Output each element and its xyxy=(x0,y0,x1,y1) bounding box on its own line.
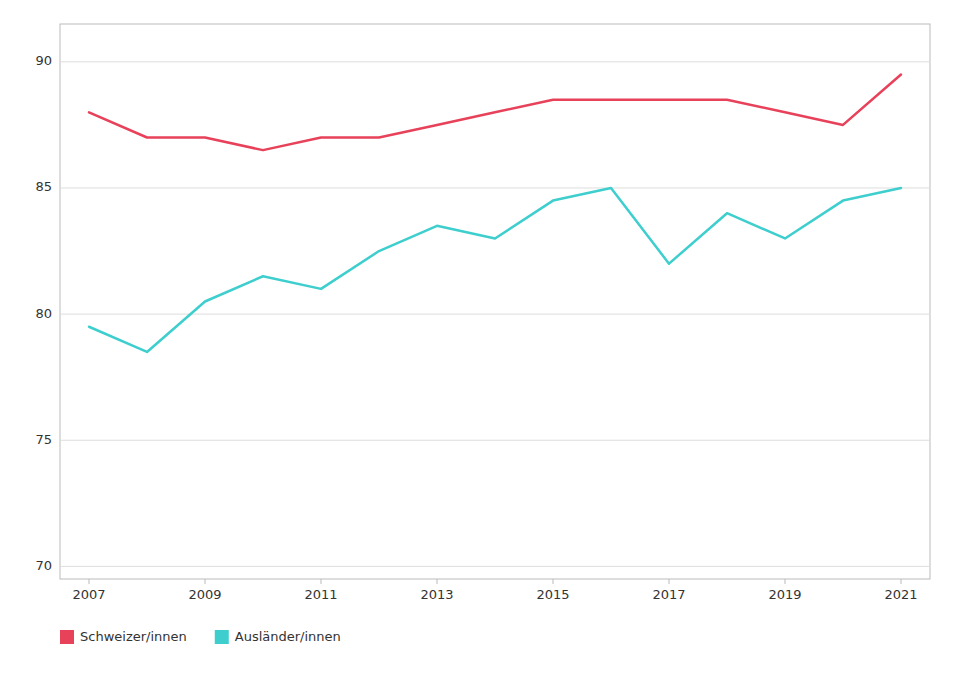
series-group xyxy=(89,74,901,352)
x-tick-label: 2009 xyxy=(188,587,221,602)
series-line xyxy=(89,188,901,352)
x-tick-label: 2017 xyxy=(652,587,685,602)
x-tick-mark xyxy=(321,579,322,584)
legend-swatch xyxy=(215,630,229,644)
x-tick-mark xyxy=(553,579,554,584)
y-tick-label: 70 xyxy=(35,558,52,573)
x-tick-mark xyxy=(89,579,90,584)
legend-label: Schweizer/innen xyxy=(80,629,187,644)
x-tick-label: 2015 xyxy=(536,587,569,602)
x-tick-label: 2021 xyxy=(884,587,917,602)
grid-line-y xyxy=(60,566,930,567)
y-tick-label: 75 xyxy=(35,432,52,447)
legend-swatch xyxy=(60,630,74,644)
x-tick-label: 2013 xyxy=(420,587,453,602)
y-tick-label: 85 xyxy=(35,179,52,194)
series-line xyxy=(89,74,901,150)
grid-line-y xyxy=(60,440,930,441)
y-tick-label: 90 xyxy=(35,53,52,68)
x-tick-mark xyxy=(437,579,438,584)
plot-frame xyxy=(60,24,930,579)
legend: Schweizer/innen Ausländer/innen xyxy=(60,629,341,645)
grid-line-y xyxy=(60,61,930,62)
x-tick-mark xyxy=(785,579,786,584)
y-tick-label: 80 xyxy=(35,306,52,321)
x-tick-label: 2011 xyxy=(304,587,337,602)
chart-svg: 70 75 80 85 90 2007 2009 2011 2013 2015 2017 2019 20… xyxy=(0,0,960,679)
chart-container: 70 75 80 85 90 2007 2009 2011 2013 2015 2017 2019 20… xyxy=(0,0,960,679)
grid xyxy=(60,62,930,567)
x-tick-mark xyxy=(205,579,206,584)
x-tick-mark xyxy=(901,579,902,584)
axes: 70 75 80 85 90 2007 2009 2011 2013 2015 2017 2019 20… xyxy=(35,53,917,602)
grid-line-y xyxy=(60,187,930,188)
x-tick-label: 2019 xyxy=(768,587,801,602)
legend-label: Ausländer/innen xyxy=(235,629,341,644)
x-tick-label: 2007 xyxy=(72,587,105,602)
x-tick-mark xyxy=(669,579,670,584)
